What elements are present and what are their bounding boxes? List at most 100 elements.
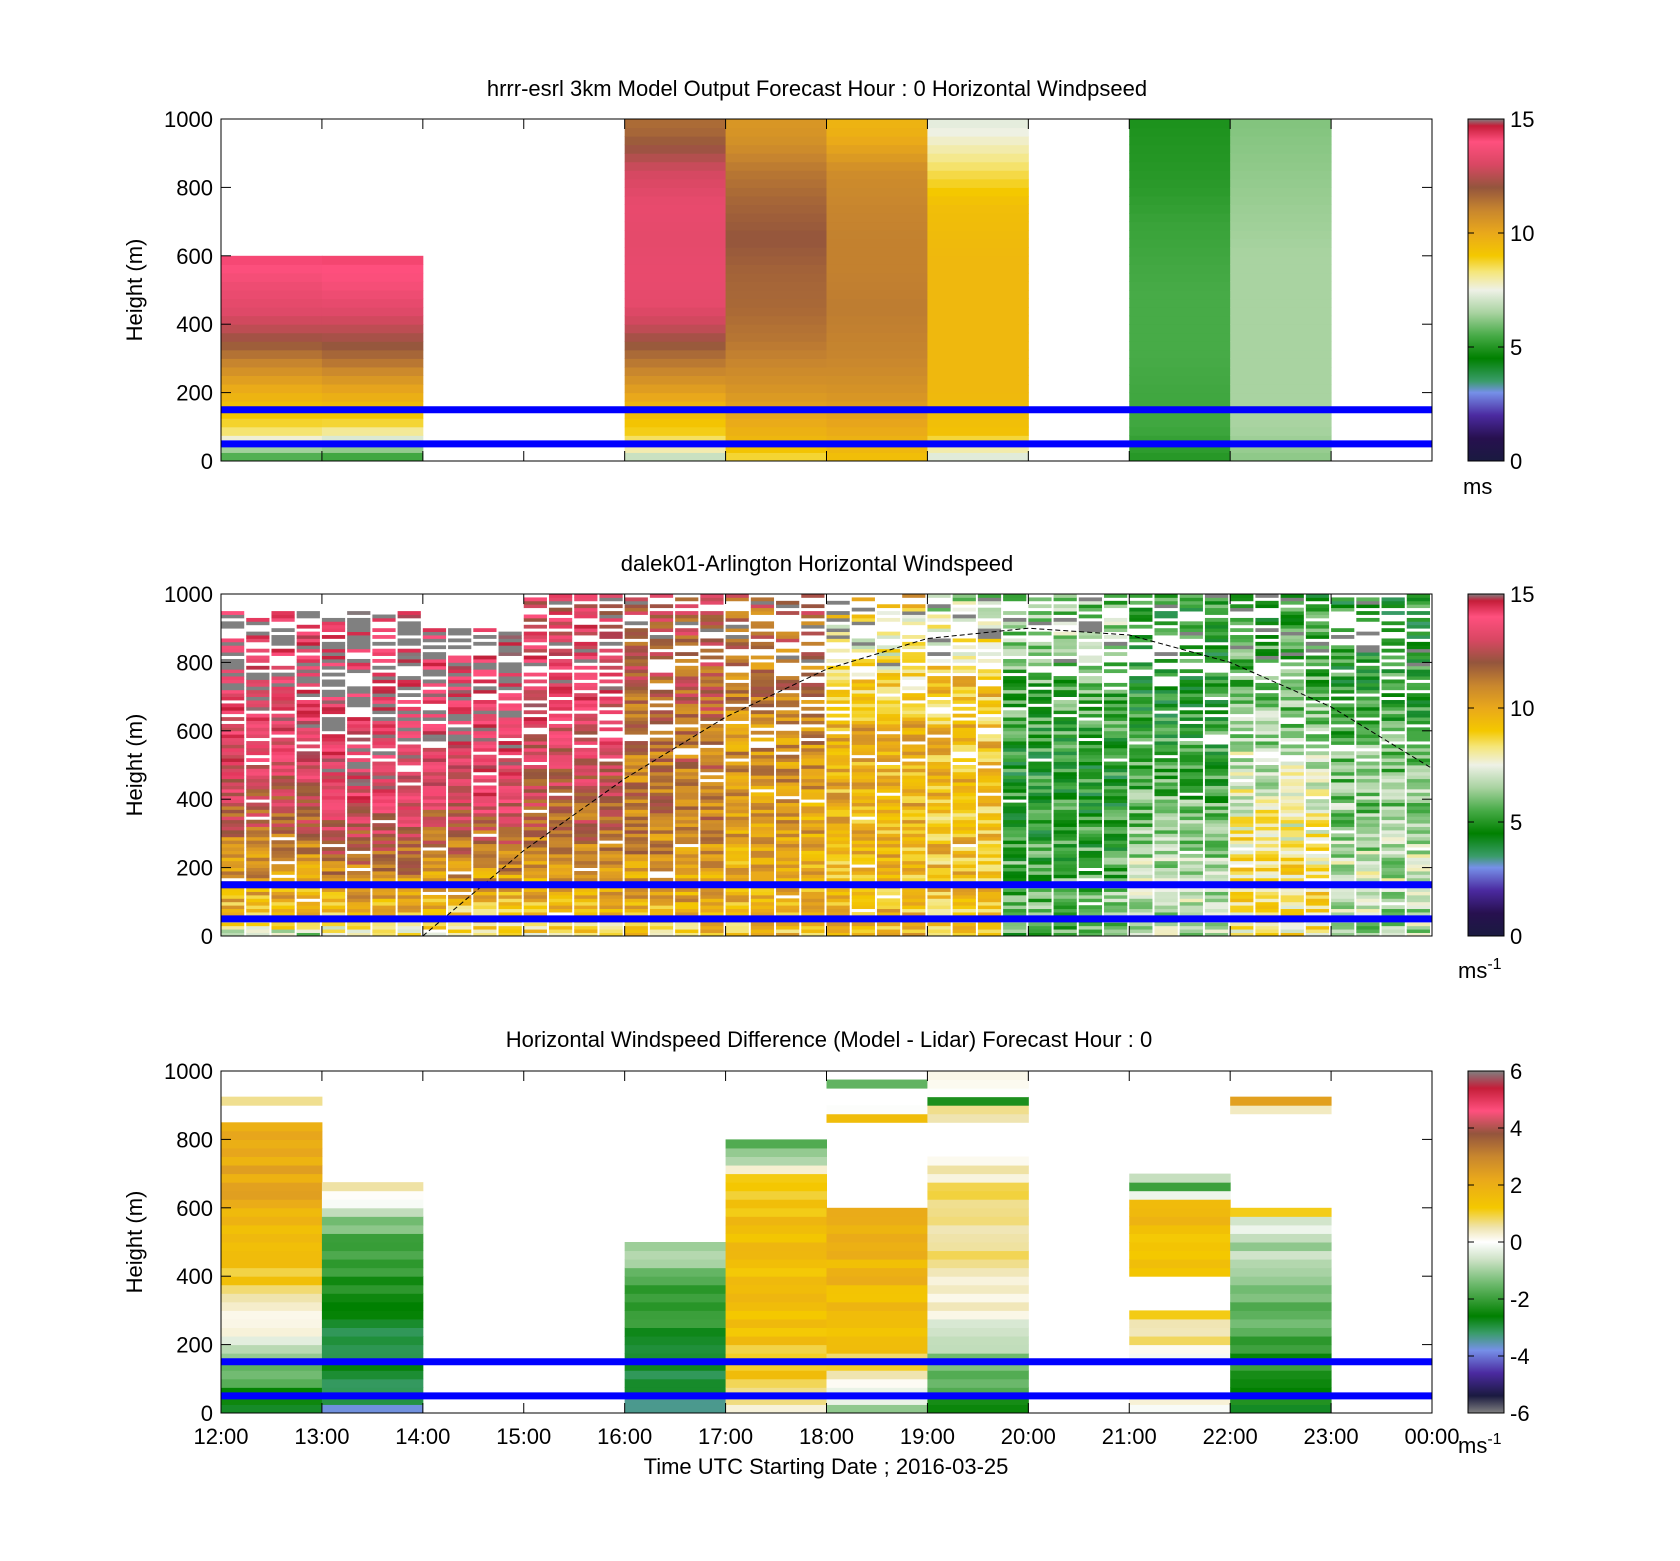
heatmap-cell — [624, 187, 727, 197]
heatmap-cell — [649, 853, 674, 858]
heatmap-cell — [725, 867, 749, 872]
heatmap-cell — [1255, 908, 1279, 913]
heatmap-cell — [347, 792, 371, 797]
heatmap-cell — [700, 713, 724, 718]
heatmap-cell — [1003, 730, 1027, 735]
heatmap-cell — [548, 850, 573, 855]
heatmap-cell — [372, 877, 396, 882]
heatmap-cell — [1331, 758, 1355, 762]
heatmap-cell — [372, 785, 396, 790]
heatmap-cell — [1280, 802, 1304, 807]
heatmap-cell — [1078, 682, 1103, 687]
heatmap-cell — [1280, 901, 1304, 906]
heatmap-cell — [1381, 782, 1405, 786]
heatmap-cell — [1003, 905, 1027, 910]
heatmap-cell — [1331, 816, 1355, 821]
heatmap-cell — [801, 894, 825, 899]
heatmap-cell — [927, 1173, 1029, 1183]
heatmap-cell — [397, 823, 421, 827]
heatmap-cell — [851, 710, 875, 715]
heatmap-cell — [876, 679, 901, 684]
heatmap-cell — [624, 1301, 727, 1311]
heatmap-cell — [1179, 710, 1203, 715]
heatmap-cell — [1356, 843, 1380, 848]
heatmap-cell — [523, 836, 547, 841]
heatmap-cell — [473, 747, 497, 752]
heatmap-cell — [776, 611, 800, 615]
panel-difference-title: Horizontal Windspeed Difference (Model -… — [506, 1027, 1152, 1052]
heatmap-cell — [851, 819, 875, 824]
heatmap-cell — [574, 847, 598, 851]
heatmap-cell — [1331, 925, 1355, 930]
heatmap-cell — [902, 611, 926, 615]
heatmap-cell — [523, 847, 547, 851]
heatmap-cell — [952, 696, 976, 701]
heatmap-cell — [700, 874, 724, 879]
heatmap-cell — [1356, 672, 1380, 677]
heatmap-cell — [1381, 874, 1405, 879]
heatmap-cell — [952, 860, 976, 865]
heatmap-cell — [725, 1259, 827, 1269]
heatmap-cell — [750, 929, 775, 933]
heatmap-cell — [1381, 775, 1405, 780]
heatmap-cell — [624, 744, 648, 749]
heatmap-cell — [1255, 621, 1279, 626]
heatmap-cell — [1053, 652, 1077, 656]
heatmap-cell — [1280, 669, 1304, 674]
heatmap-cell — [1204, 860, 1229, 865]
heatmap-cell — [624, 871, 648, 875]
heatmap-cell — [1154, 836, 1178, 841]
heatmap-cell — [523, 816, 547, 821]
heatmap-cell — [1003, 679, 1027, 684]
heatmap-cell — [750, 635, 775, 639]
heatmap-cell — [321, 706, 346, 711]
heatmap-cell — [271, 754, 295, 759]
heatmap-cell — [1331, 806, 1355, 810]
heatmap-cell — [1129, 785, 1153, 790]
heatmap-cell — [927, 812, 951, 817]
heatmap-cell — [574, 898, 598, 903]
heatmap-cell — [1003, 665, 1027, 670]
heatmap-cell — [246, 730, 270, 735]
heatmap-cell — [927, 298, 1029, 308]
heatmap-cell — [498, 853, 522, 858]
heatmap-cell — [1280, 894, 1304, 899]
heatmap-cell — [473, 655, 497, 660]
heatmap-cell — [1356, 682, 1380, 687]
heatmap-cell — [599, 635, 623, 639]
heatmap-cell — [1129, 676, 1153, 680]
heatmap-cell — [246, 676, 270, 680]
heatmap-cell — [271, 751, 295, 756]
heatmap-cell — [1078, 761, 1103, 766]
heatmap-cell — [826, 170, 928, 180]
heatmap-cell — [372, 723, 396, 728]
heatmap-cell — [397, 826, 421, 831]
heatmap-cell — [977, 840, 1002, 845]
heatmap-cell — [1331, 600, 1355, 605]
heatmap-cell — [548, 778, 573, 783]
heatmap-cell — [473, 864, 497, 868]
heatmap-cell — [725, 853, 749, 858]
heatmap-cell — [1305, 631, 1330, 636]
heatmap-cell — [271, 723, 295, 728]
heatmap-cell — [296, 758, 320, 762]
heatmap-cell — [927, 864, 951, 868]
heatmap-cell — [776, 891, 800, 896]
heatmap-cell — [347, 836, 371, 841]
heatmap-cell — [1003, 741, 1027, 745]
heatmap-cell — [1179, 624, 1203, 629]
heatmap-cell — [1230, 843, 1254, 848]
heatmap-cell — [1230, 264, 1332, 274]
heatmap-cell — [422, 864, 447, 868]
heatmap-cell — [826, 700, 850, 704]
heatmap-cell — [927, 901, 951, 906]
heatmap-cell — [448, 741, 472, 745]
heatmap-cell — [1230, 744, 1254, 749]
heatmap-cell — [851, 778, 875, 783]
heatmap-cell — [574, 799, 598, 804]
colorbar-tick-label: -2 — [1510, 1287, 1530, 1312]
heatmap-cell — [321, 272, 424, 282]
heatmap-cell — [1003, 710, 1027, 715]
heatmap-cell — [296, 672, 320, 677]
